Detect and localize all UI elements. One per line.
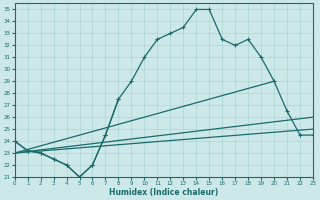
- X-axis label: Humidex (Indice chaleur): Humidex (Indice chaleur): [109, 188, 219, 197]
